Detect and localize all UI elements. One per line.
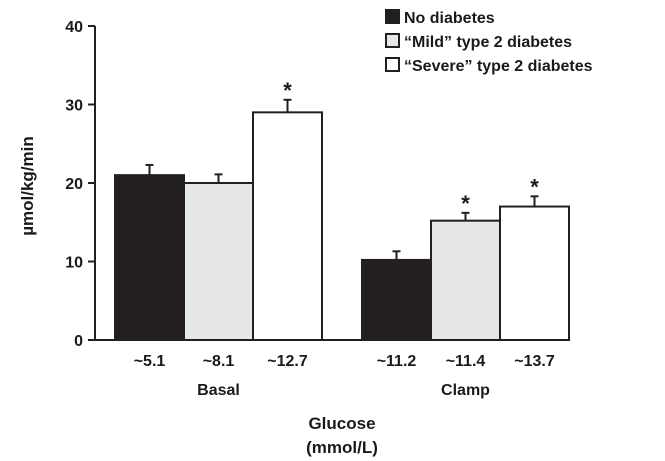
bar [183,182,254,341]
x-axis-label-units: (mmol/L) [306,438,378,457]
x-tick-label: ~11.2 [377,353,417,370]
legend: No diabetes “Mild” type 2 diabetes “Severe… [385,9,593,75]
legend-label: No diabetes [404,10,495,27]
x-tick-label: ~5.1 [134,353,166,370]
group-label: Basal [197,382,240,399]
y-tick-label: 40 [65,19,83,36]
legend-swatch [385,57,400,72]
significance-marker: * [530,174,539,199]
bar [114,174,185,341]
legend-label: “Mild” type 2 diabetes [404,34,572,51]
y-axis: 0 10 20 30 40 [65,19,96,350]
significance-marker: * [283,78,292,103]
x-tick-label: ~11.4 [446,353,486,370]
x-axis-label: Glucose [308,414,375,433]
y-tick-label: 10 [65,255,83,272]
legend-label: “Severe” type 2 diabetes [404,58,593,75]
bar [430,219,501,341]
x-tick-label: ~13.7 [514,353,555,370]
y-tick-label: 30 [65,98,83,115]
significance-marker: * [461,191,470,216]
bars: * * * [114,78,570,341]
x-axis: ~5.1 ~8.1 ~12.7 Basal ~11.2 ~11.4 ~13.7 Clamp [95,339,570,399]
bar [252,111,323,341]
y-tick-label: 0 [74,333,83,350]
y-tick-label: 20 [65,176,83,193]
legend-swatch [385,9,400,24]
x-tick-label: ~12.7 [267,353,308,370]
group-label: Clamp [441,382,490,399]
legend-swatch [385,33,400,48]
y-axis-label: µmol/kg/min [18,136,37,236]
x-tick-label: ~8.1 [203,353,235,370]
bar [361,258,432,341]
bar [499,205,570,341]
